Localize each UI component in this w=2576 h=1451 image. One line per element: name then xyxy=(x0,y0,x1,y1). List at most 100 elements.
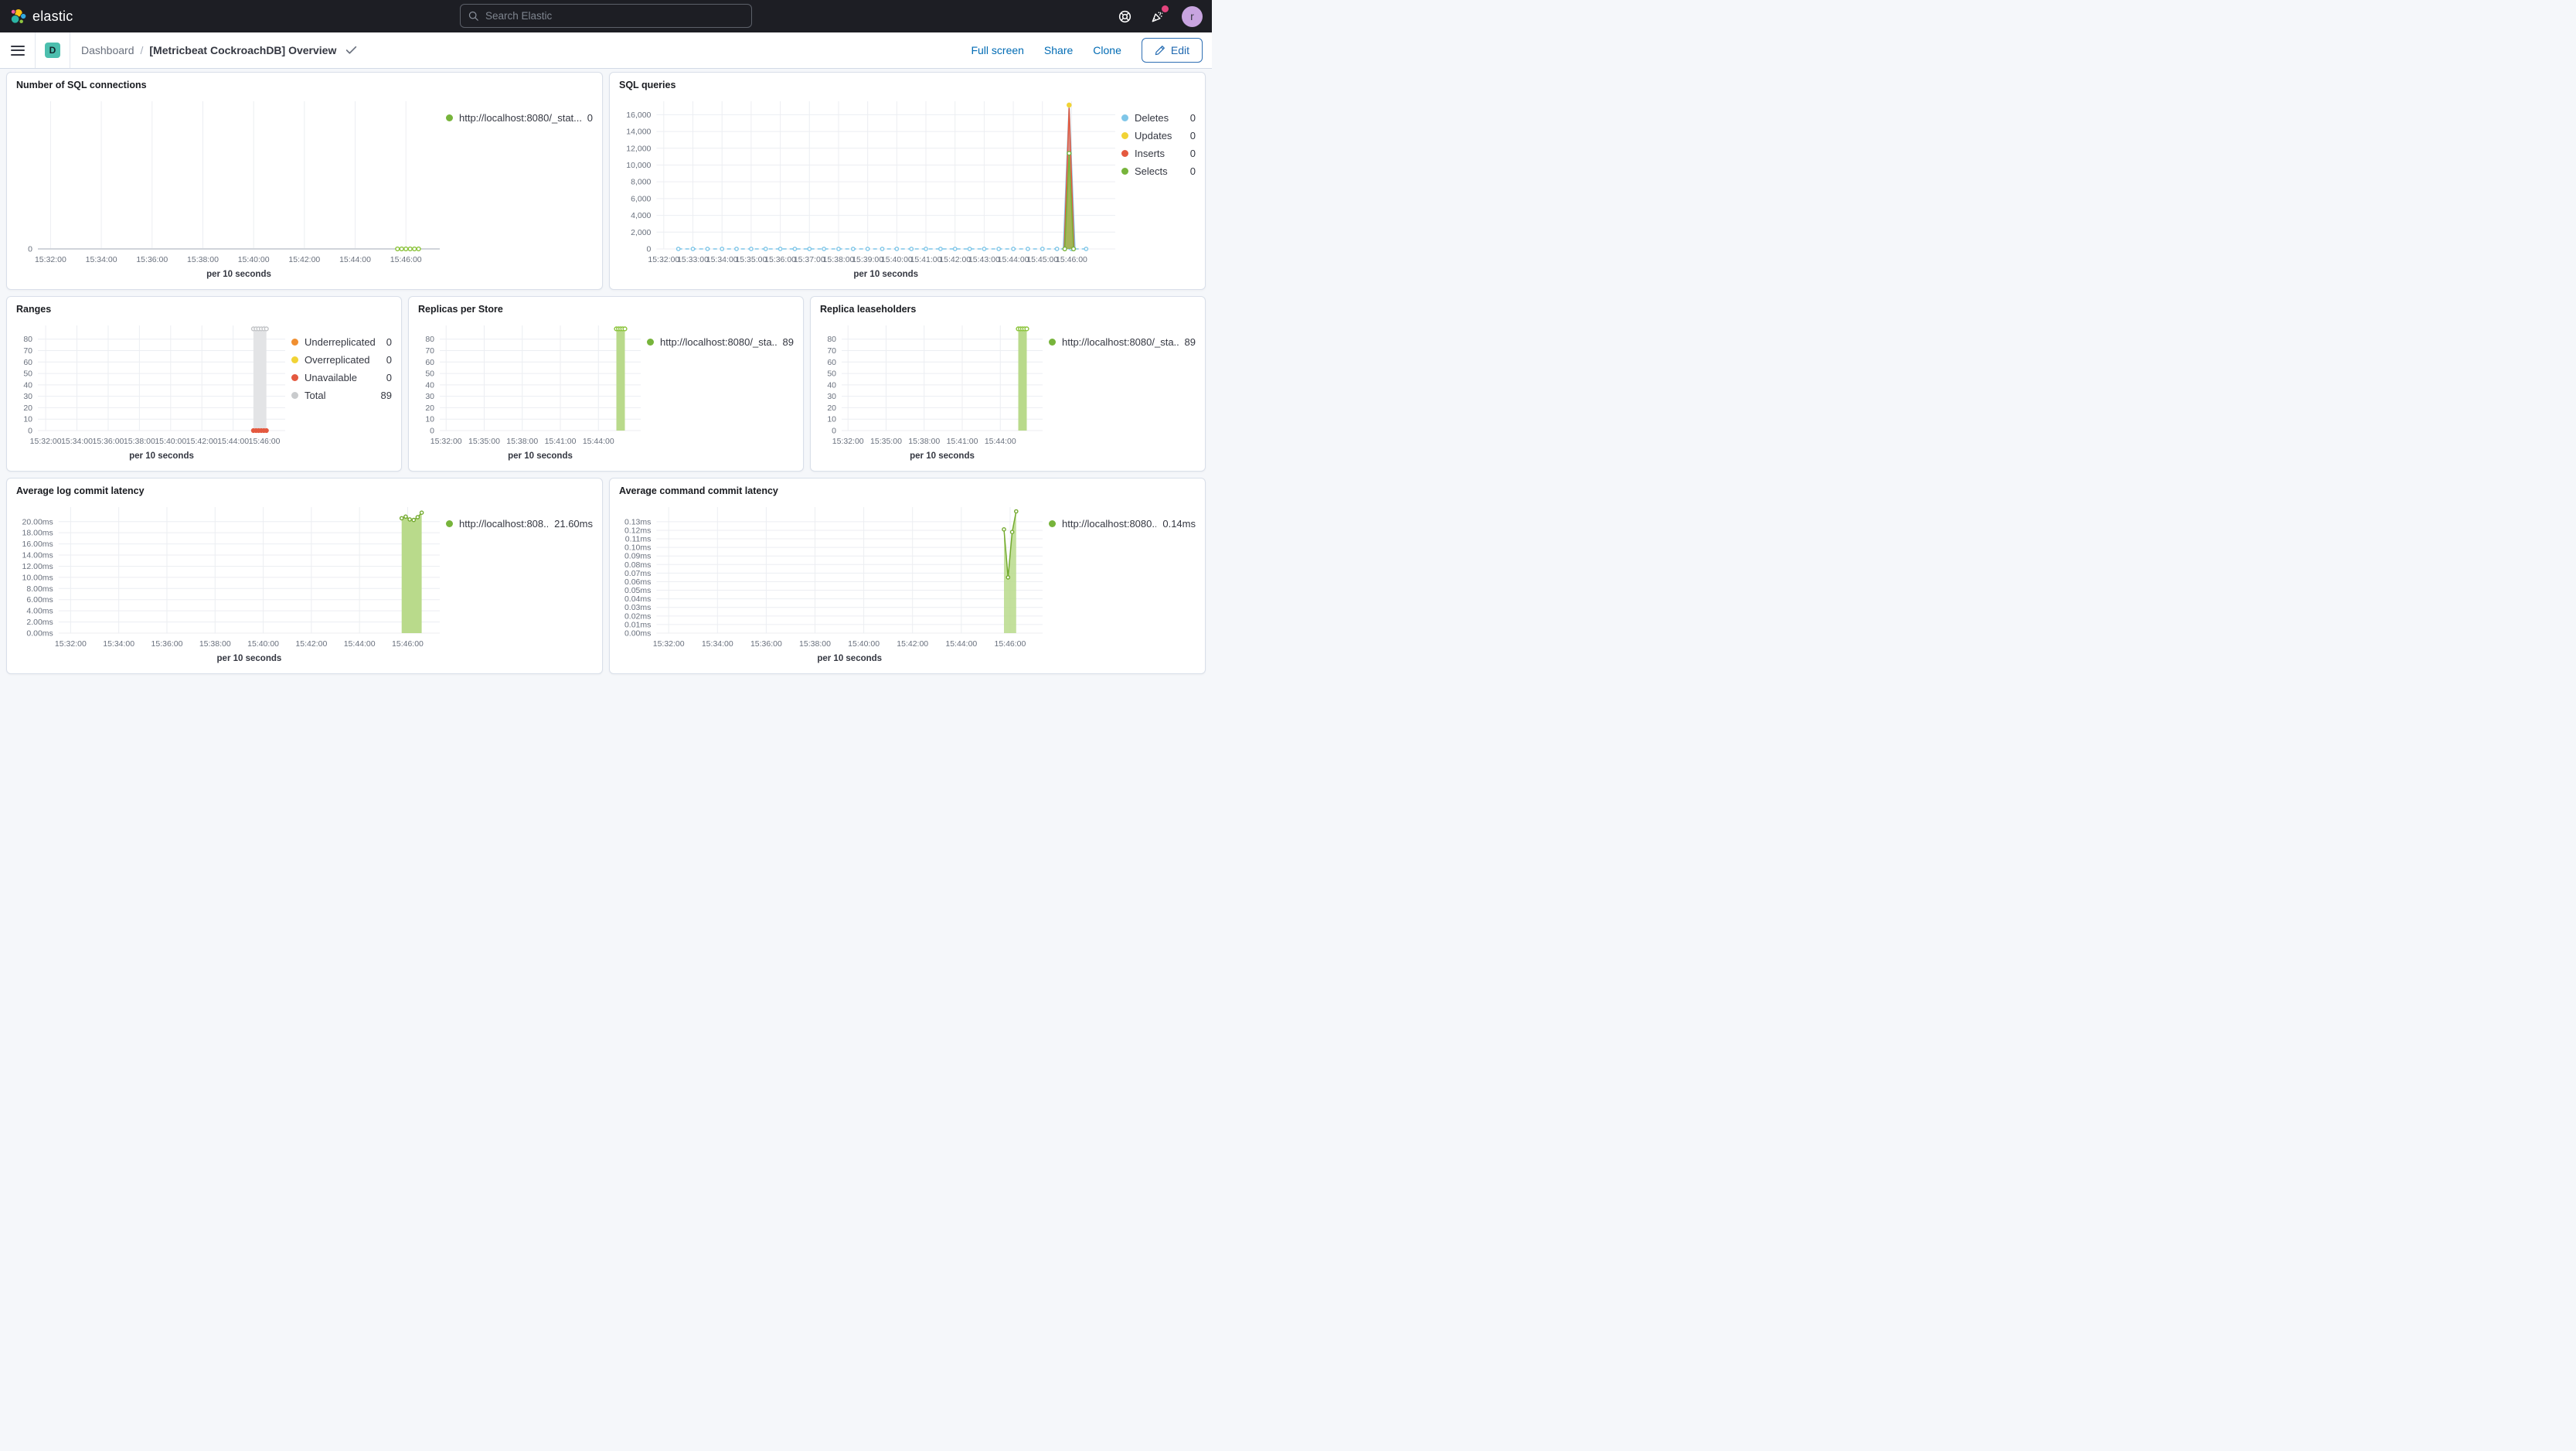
edit-button[interactable]: Edit xyxy=(1141,38,1203,63)
svg-text:30: 30 xyxy=(827,392,836,401)
svg-text:20: 20 xyxy=(23,404,32,413)
legend-label: Total xyxy=(305,390,326,401)
legend-label: http://localhost:8080... xyxy=(1062,518,1157,530)
whats-new-icon[interactable] xyxy=(1149,5,1169,24)
panel-title[interactable]: Average log commit latency xyxy=(16,485,145,496)
svg-text:15:32:00: 15:32:00 xyxy=(430,437,462,446)
svg-text:per 10 seconds: per 10 seconds xyxy=(217,654,282,663)
search-input[interactable] xyxy=(485,10,744,22)
svg-text:0: 0 xyxy=(28,245,32,254)
title-chevron-icon[interactable] xyxy=(345,46,357,55)
panel-title[interactable]: Number of SQL connections xyxy=(16,80,147,90)
legend-item[interactable]: http://localhost:8080... 0.14ms xyxy=(1049,518,1196,530)
legend-item[interactable]: Inserts 0 xyxy=(1121,148,1196,159)
svg-text:15:35:00: 15:35:00 xyxy=(735,255,767,264)
svg-text:0.13ms: 0.13ms xyxy=(624,517,651,526)
legend-item[interactable]: http://localhost:808... 21.60ms xyxy=(446,518,593,530)
svg-text:8,000: 8,000 xyxy=(631,178,651,187)
svg-text:8.00ms: 8.00ms xyxy=(26,584,53,594)
svg-text:10,000: 10,000 xyxy=(626,161,651,170)
full-screen-button[interactable]: Full screen xyxy=(971,44,1024,56)
legend-value: 0 xyxy=(1189,130,1196,141)
legend-label: Inserts xyxy=(1135,148,1165,159)
svg-text:30: 30 xyxy=(425,392,434,401)
party-popper-icon xyxy=(1152,11,1162,22)
panel-title[interactable]: Replica leaseholders xyxy=(820,304,917,315)
help-icon[interactable] xyxy=(1117,9,1132,24)
legend-dot-icon xyxy=(1121,132,1128,139)
svg-text:15:36:00: 15:36:00 xyxy=(750,639,782,649)
legend-item[interactable]: http://localhost:8080/_sta... 89 xyxy=(1049,336,1196,348)
command-commit-latency-chart: 0.00ms0.01ms0.02ms0.03ms0.04ms0.05ms0.06… xyxy=(624,507,1043,663)
svg-text:80: 80 xyxy=(827,335,836,344)
panel-replicas-per-store: Replicas per Store 0 10 20 30 40 50 60 70 80 15:3… xyxy=(408,296,804,472)
elastic-logo[interactable]: elastic xyxy=(9,8,73,25)
svg-text:14.00ms: 14.00ms xyxy=(22,551,53,560)
global-search[interactable] xyxy=(460,4,752,28)
logo-text: elastic xyxy=(32,8,73,24)
svg-text:15:42:00: 15:42:00 xyxy=(295,639,327,649)
legend-label: Updates xyxy=(1135,130,1172,141)
svg-text:50: 50 xyxy=(23,370,32,379)
svg-text:per 10 seconds: per 10 seconds xyxy=(853,270,918,279)
svg-text:15:32:00: 15:32:00 xyxy=(648,255,679,264)
svg-text:15:36:00: 15:36:00 xyxy=(151,639,183,649)
panel-title[interactable]: Replicas per Store xyxy=(418,304,503,315)
legend-item[interactable]: Updates 0 xyxy=(1121,130,1196,141)
panel-title[interactable]: SQL queries xyxy=(619,80,676,90)
svg-text:15:36:00: 15:36:00 xyxy=(93,437,124,446)
svg-text:0.05ms: 0.05ms xyxy=(624,586,651,595)
legend-item[interactable]: http://localhost:8080/_stat... 0 xyxy=(446,112,593,124)
share-button[interactable]: Share xyxy=(1043,44,1074,56)
legend-item[interactable]: Overreplicated 0 xyxy=(291,354,392,366)
panel-title[interactable]: Ranges xyxy=(16,304,52,315)
search-icon xyxy=(468,11,478,21)
svg-text:15:44:00: 15:44:00 xyxy=(344,639,376,649)
svg-text:4.00ms: 4.00ms xyxy=(26,607,53,616)
svg-text:0.07ms: 0.07ms xyxy=(624,569,651,578)
breadcrumb-separator: / xyxy=(140,44,144,56)
legend-item[interactable]: Unavailable 0 xyxy=(291,372,392,383)
user-avatar[interactable]: r xyxy=(1182,5,1203,27)
svg-text:50: 50 xyxy=(827,370,836,379)
svg-text:15:44:00: 15:44:00 xyxy=(339,255,371,264)
svg-text:15:36:00: 15:36:00 xyxy=(764,255,796,264)
svg-text:80: 80 xyxy=(23,335,32,344)
legend-label: http://localhost:8080/_sta... xyxy=(660,336,777,348)
legend-item[interactable]: Selects 0 xyxy=(1121,165,1196,177)
svg-text:15:46:00: 15:46:00 xyxy=(249,437,281,446)
panel-title[interactable]: Average command commit latency xyxy=(619,485,778,496)
svg-text:15:38:00: 15:38:00 xyxy=(187,255,219,264)
svg-text:per 10 seconds: per 10 seconds xyxy=(129,451,194,461)
legend-label: http://localhost:8080/_stat... xyxy=(459,112,581,124)
svg-text:0.03ms: 0.03ms xyxy=(624,603,651,612)
svg-text:15:38:00: 15:38:00 xyxy=(506,437,538,446)
svg-text:40: 40 xyxy=(827,380,836,390)
svg-text:0: 0 xyxy=(28,427,32,436)
svg-text:15:32:00: 15:32:00 xyxy=(30,437,62,446)
svg-text:14,000: 14,000 xyxy=(626,128,651,137)
svg-text:20.00ms: 20.00ms xyxy=(22,517,53,526)
legend-value: 0 xyxy=(386,372,392,383)
legend-item[interactable]: http://localhost:8080/_sta... 89 xyxy=(647,336,794,348)
legend-dot-icon xyxy=(647,339,654,346)
svg-text:15:46:00: 15:46:00 xyxy=(1056,255,1087,264)
hamburger-menu-icon[interactable] xyxy=(9,44,26,57)
legend-item[interactable]: Total 89 xyxy=(291,390,392,401)
svg-text:15:32:00: 15:32:00 xyxy=(35,255,66,264)
svg-text:10.00ms: 10.00ms xyxy=(22,573,53,582)
svg-text:12.00ms: 12.00ms xyxy=(22,562,53,571)
clone-button[interactable]: Clone xyxy=(1093,44,1121,56)
svg-text:15:42:00: 15:42:00 xyxy=(186,437,218,446)
breadcrumb-dashboard-link[interactable]: Dashboard xyxy=(81,44,134,56)
legend-value: 0 xyxy=(386,336,392,348)
legend-value: 0.14ms xyxy=(1162,518,1196,530)
legend-item[interactable]: Deletes 0 xyxy=(1121,112,1196,124)
svg-text:15:41:00: 15:41:00 xyxy=(910,255,942,264)
svg-text:6,000: 6,000 xyxy=(631,194,651,203)
svg-text:15:39:00: 15:39:00 xyxy=(852,255,883,264)
svg-text:15:40:00: 15:40:00 xyxy=(238,255,270,264)
legend-item[interactable]: Underreplicated 0 xyxy=(291,336,392,348)
svg-text:15:38:00: 15:38:00 xyxy=(823,255,855,264)
